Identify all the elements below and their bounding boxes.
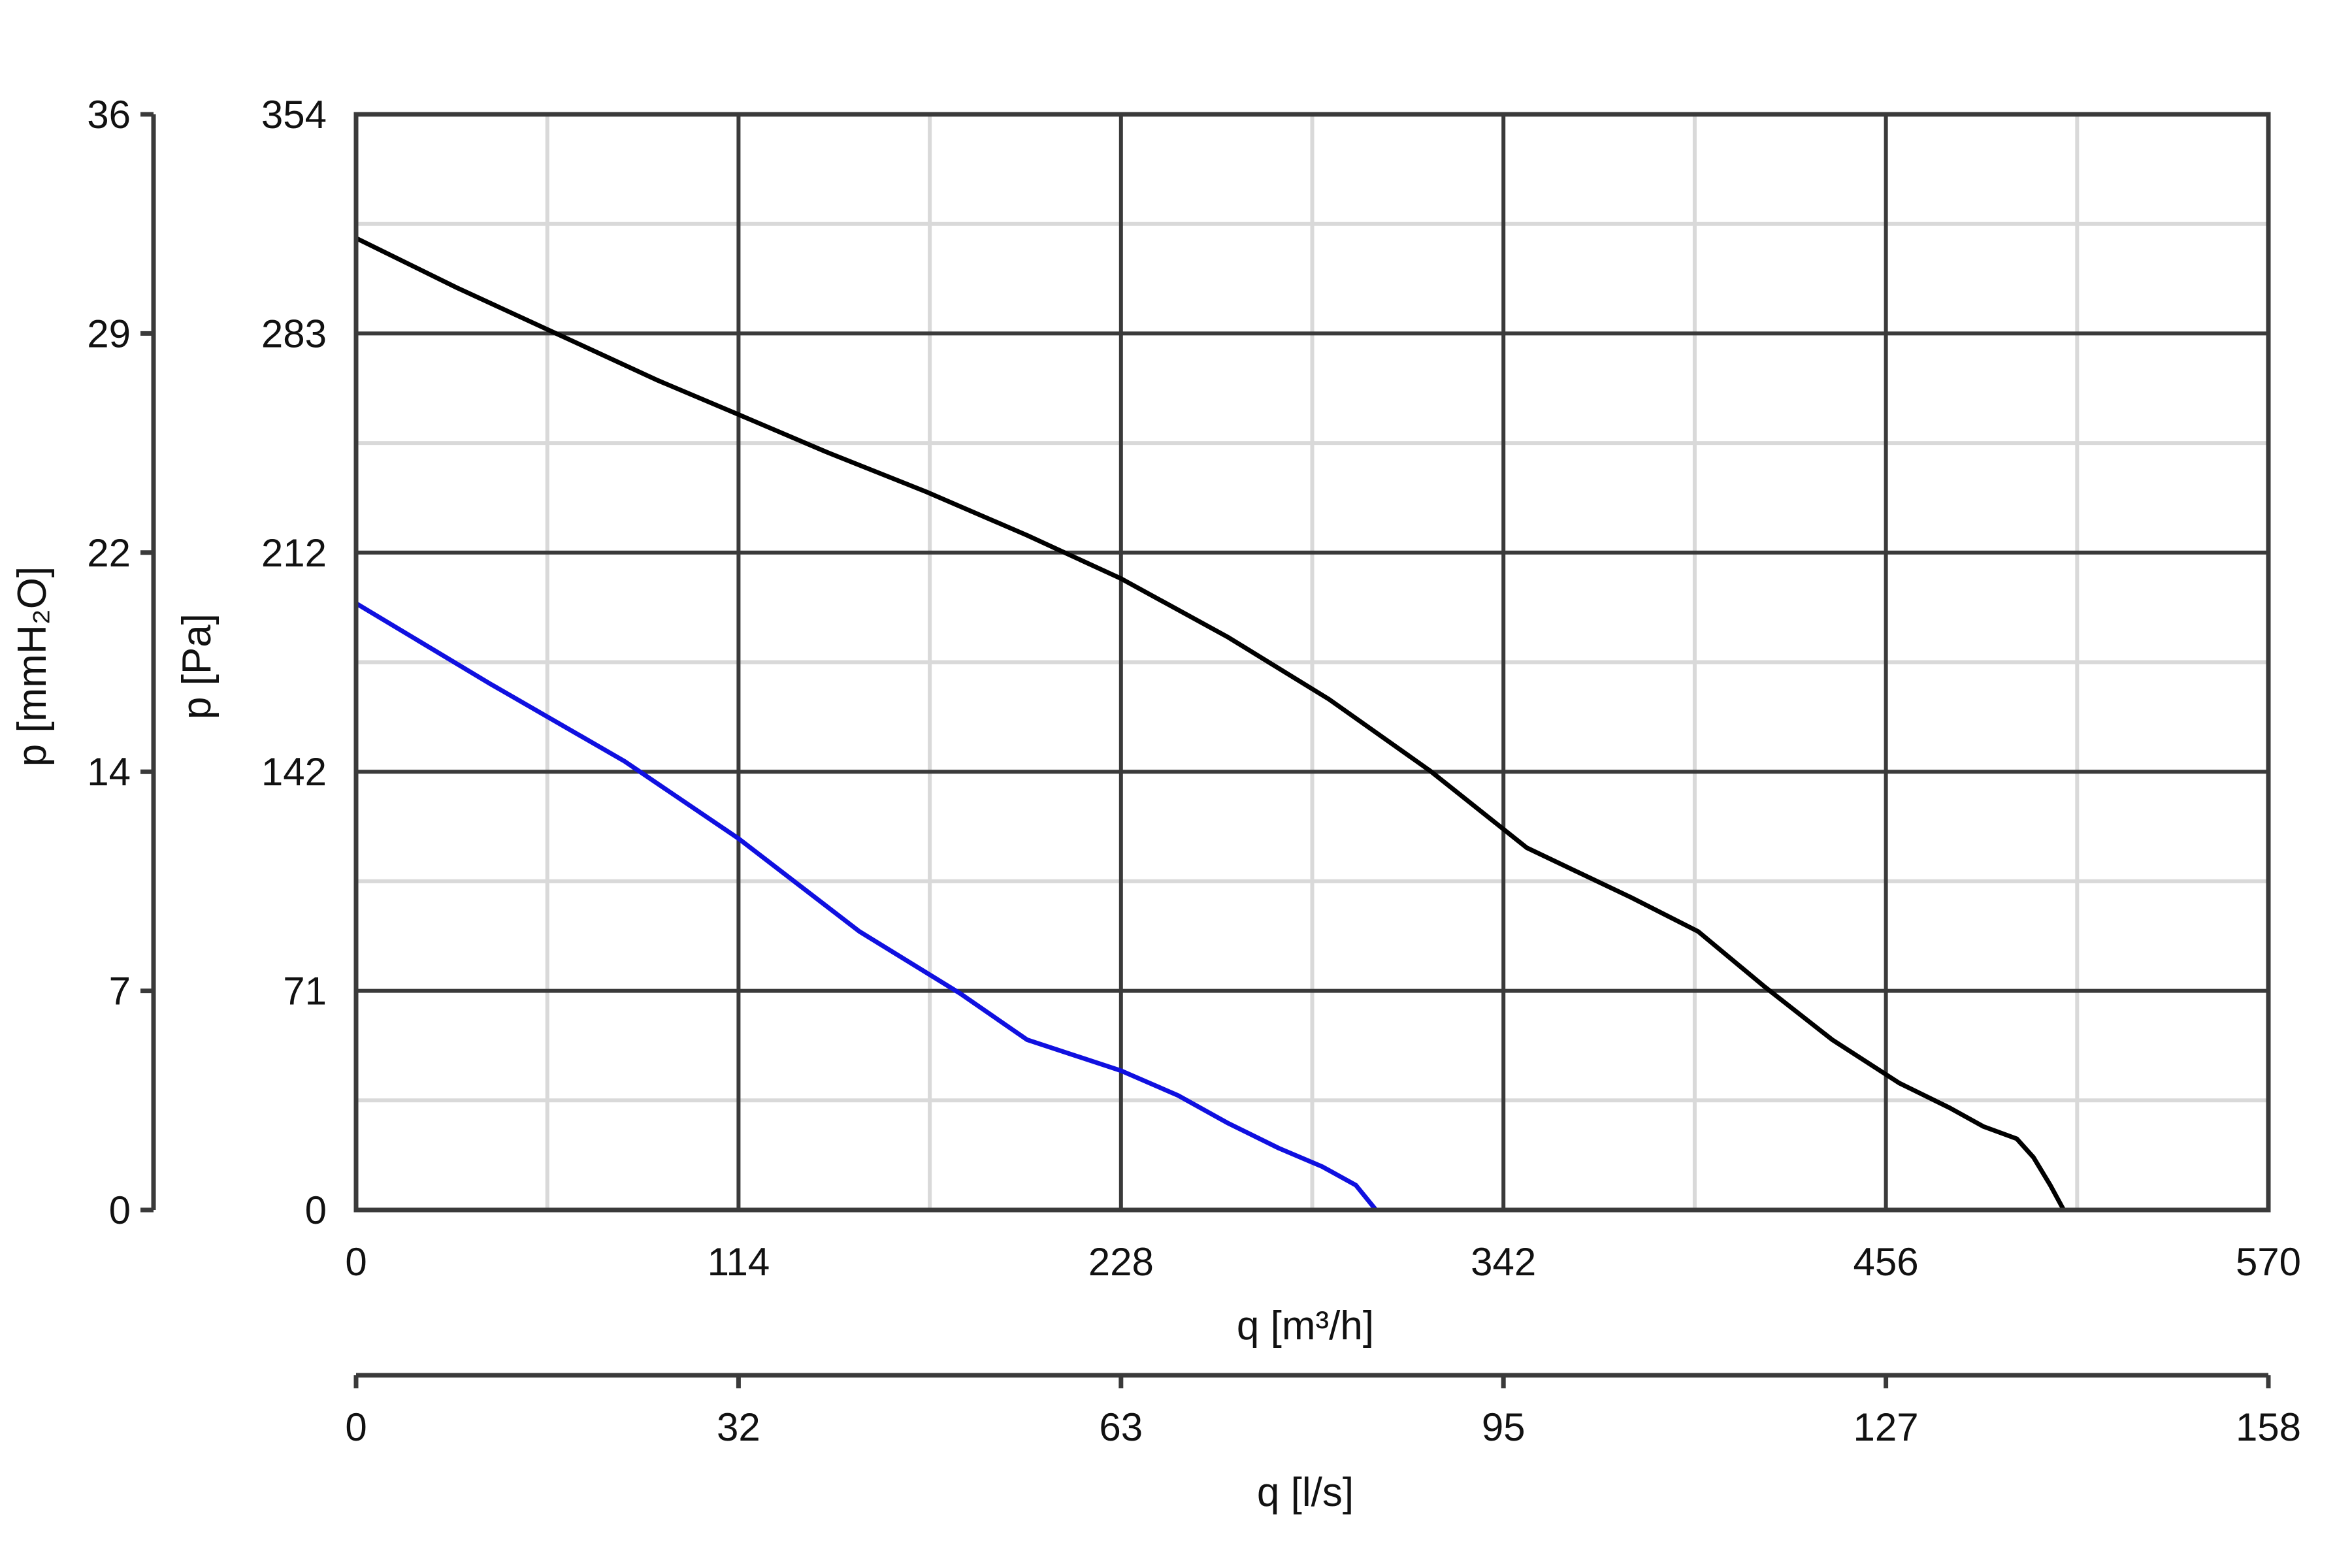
x-axis-title: q [m³/h] <box>1237 1303 1374 1348</box>
series-layer <box>353 236 2066 1213</box>
y-tick-label: 354 <box>261 93 327 137</box>
secondary-x-tick-label: 0 <box>345 1405 367 1449</box>
major-gridlines <box>356 114 2268 1210</box>
secondary-y-tick-label: 29 <box>87 312 131 355</box>
secondary-y-tick-label: 36 <box>87 93 131 137</box>
x-tick-label: 0 <box>345 1240 367 1284</box>
plot-frame <box>353 112 2271 1213</box>
series-line-2 <box>353 601 1379 1213</box>
y-tick-label: 212 <box>261 531 327 575</box>
secondary-x-tick-label: 63 <box>1099 1405 1143 1449</box>
secondary-x-tick-label: 32 <box>717 1405 760 1449</box>
x-tick-label: 228 <box>1088 1240 1154 1284</box>
y-tick-label: 283 <box>261 312 327 355</box>
series-line-1 <box>353 236 2066 1213</box>
secondary-y-tick-label: 7 <box>109 970 131 1013</box>
y-tick-label: 71 <box>283 970 327 1013</box>
secondary-y-axis-title: p [mmH₂O] <box>10 566 55 767</box>
secondary-x-tick-label: 127 <box>1854 1405 1919 1449</box>
secondary-x-axis <box>353 1373 2271 1388</box>
y-tick-label: 0 <box>305 1188 327 1232</box>
secondary-y-tick-label: 0 <box>109 1188 131 1232</box>
minor-gridlines <box>356 114 2268 1210</box>
secondary-y-tick-label: 14 <box>87 750 131 794</box>
tick-labels: 0 71 142 212 283 354 0 114 228 342 456 570 0 7 14 22 29 3… <box>87 93 2301 1449</box>
y-tick-label: 142 <box>261 750 327 794</box>
secondary-x-tick-label: 95 <box>1482 1405 1526 1449</box>
secondary-y-tick-label: 22 <box>87 531 131 575</box>
x-tick-label: 570 <box>2236 1240 2301 1284</box>
secondary-x-tick-label: 158 <box>2236 1405 2301 1449</box>
x-tick-label: 114 <box>708 1240 770 1284</box>
secondary-x-axis-title: q [l/s] <box>1257 1470 1354 1515</box>
secondary-y-axis <box>140 112 156 1213</box>
x-tick-label: 456 <box>1854 1240 1919 1284</box>
x-tick-label: 342 <box>1471 1240 1536 1284</box>
y-axis-title: p [Pa] <box>174 613 220 719</box>
